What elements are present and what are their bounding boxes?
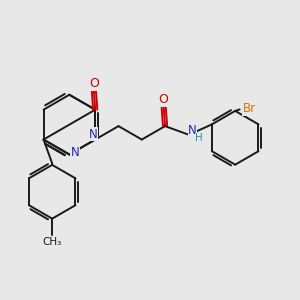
Text: N: N <box>71 146 80 159</box>
Text: O: O <box>159 93 169 106</box>
Text: H: H <box>196 134 203 143</box>
Text: N: N <box>88 128 97 141</box>
Text: N: N <box>188 124 197 137</box>
Text: CH₃: CH₃ <box>43 237 62 247</box>
Text: O: O <box>89 77 99 90</box>
Text: Br: Br <box>243 102 256 115</box>
